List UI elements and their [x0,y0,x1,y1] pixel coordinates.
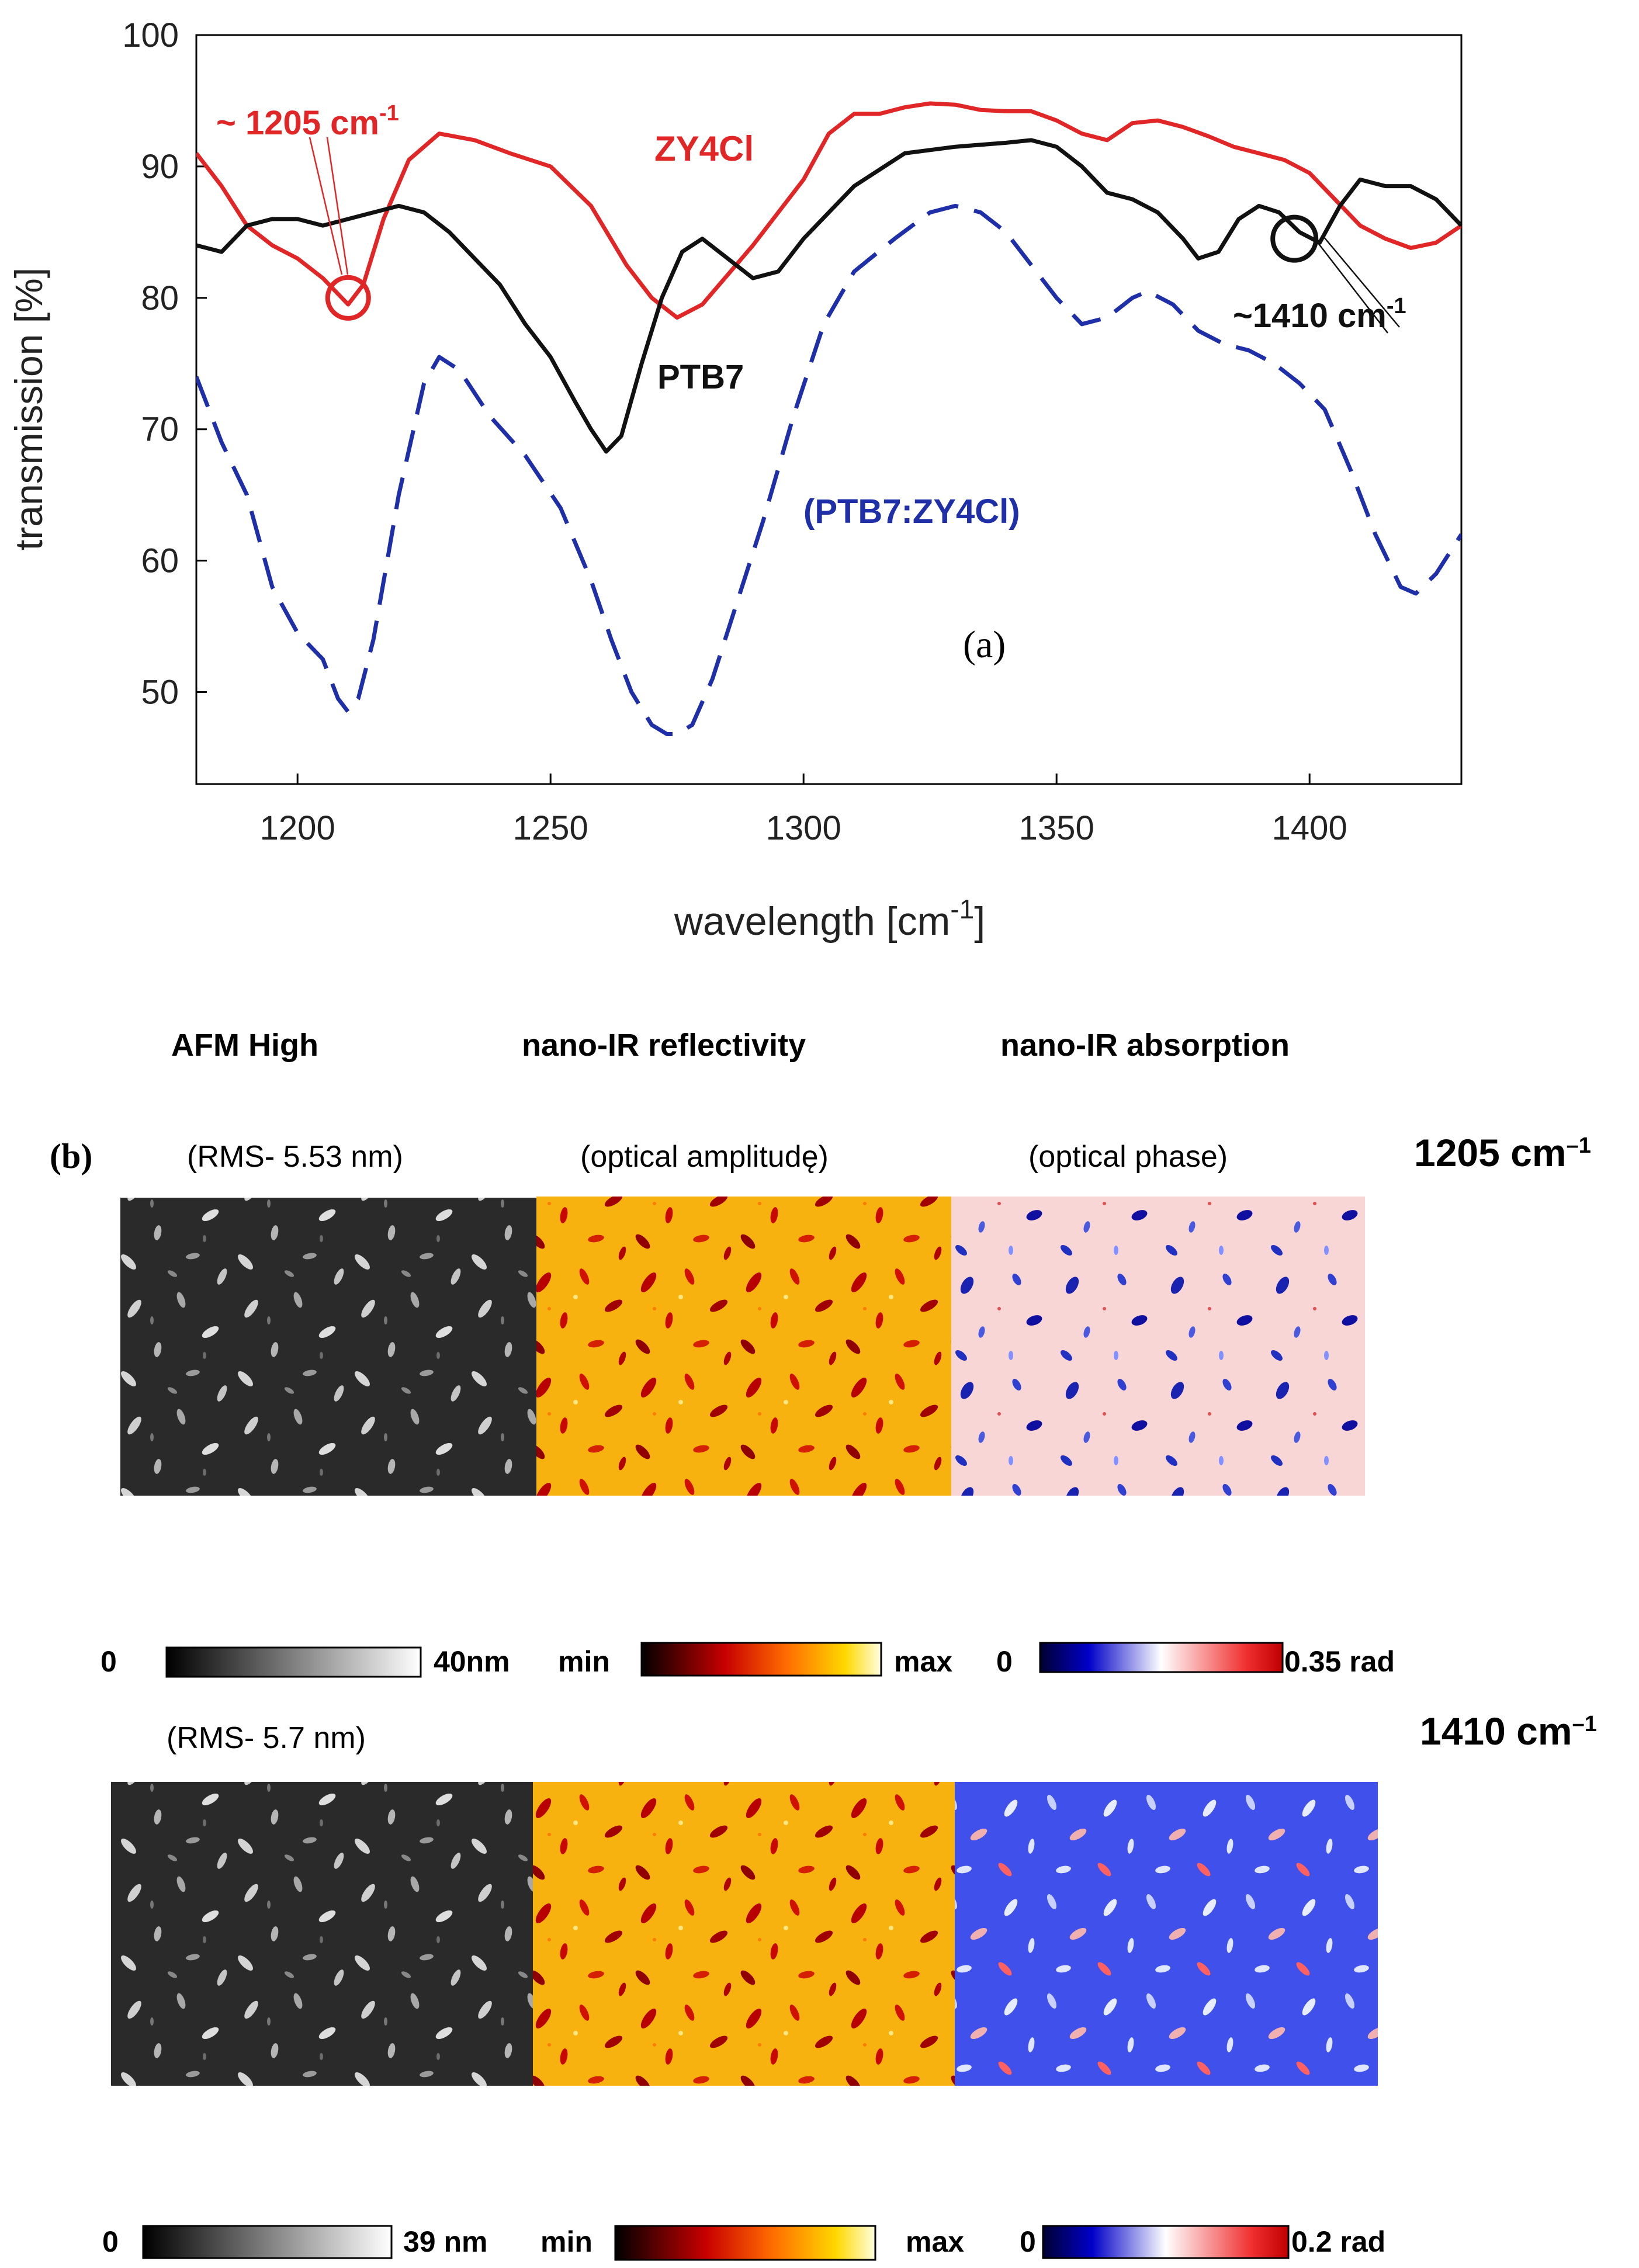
column-header-reflectivity: nano-IR reflectivity [522,1028,806,1063]
colorbar-phase-1205 [1039,1642,1284,1673]
afm-image-1205 [120,1198,536,1496]
colorbar-phase-max-1205: 0.35 rad [1284,1645,1395,1678]
colorbar-phase-1410 [1042,2225,1290,2259]
annotation-arrow-1205b [326,137,349,275]
annotation-arrow-1410b [1323,236,1400,328]
x-tick-label: 1200 [260,809,335,847]
colorbar-amp-min-1205: min [558,1645,610,1678]
series-line-ptb7-zy4cl [196,203,1461,736]
colorbar-afm-max-1205: 40nm [434,1645,510,1678]
plot-frame [195,34,1463,785]
series-line-ptb7 [196,138,1461,454]
rms-label-1410: (RMS- 5.7 nm) [167,1721,366,1755]
y-axis-ticks: 50 60 70 80 90 100 [122,16,207,712]
annotation-1205: ~ 1205 cm-1 [216,101,399,142]
panel-label-a: (a) [963,623,1006,666]
annotation-arrow-1205 [309,137,343,275]
amplitude-label: (optical amplitudę) [580,1140,829,1174]
colorbar-amplitude-1205 [640,1642,882,1677]
annotation-circle-1410 [1270,214,1319,263]
phase-image-1205 [951,1197,1365,1496]
phase-image-1410 [955,1782,1378,2086]
y-axis-title: transmission [%] [7,268,50,550]
y-tick-label: 70 [141,411,179,449]
annotation-arrow-1410 [1317,242,1388,334]
y-tick-label: 90 [141,148,179,186]
amplitude-image-1205 [536,1197,951,1496]
x-axis-title: wavelength [cm-1] [674,894,985,944]
colorbar-afm-min-1410: 0 [102,2225,119,2258]
y-tick-label: 50 [141,674,179,712]
wavenumber-1205: 1205 cm–1 [1414,1131,1591,1174]
colorbar-phase-min-1410: 0 [1020,2225,1036,2258]
rms-label-1205: (RMS- 5.53 nm) [187,1140,403,1174]
panel-label-b: (b) [50,1137,93,1175]
colorbar-amp-max-1410: max [906,2225,965,2258]
x-axis-ticks: 1200 1250 1300 1350 1400 [260,774,1347,847]
colorbar-amp-max-1205: max [894,1645,953,1678]
label-ptb7-zy4cl: (PTB7:ZY4Cl) [803,493,1020,530]
colorbar-amplitude-1410 [614,2225,876,2261]
wavenumber-1410: 1410 cm–1 [1420,1709,1597,1753]
series-line-zy4cl [196,101,1461,320]
annotation-1410: ~1410 cm-1 [1233,294,1406,335]
x-tick-label: 1300 [766,809,841,847]
colorbar-afm-min-1205: 0 [101,1645,117,1678]
y-tick-label: 100 [122,16,179,54]
label-zy4cl: ZY4Cl [654,129,754,168]
colorbar-phase-max-1410: 0.2 rad [1291,2225,1386,2258]
label-ptb7: PTB7 [657,358,744,396]
colorbar-afm-1205 [165,1646,422,1678]
colorbar-phase-min-1205: 0 [996,1645,1013,1678]
x-tick-label: 1350 [1019,809,1094,847]
annotation-circle-1205 [325,275,371,321]
amplitude-image-1410 [533,1782,955,2086]
colorbar-afm-max-1410: 39 nm [403,2225,488,2258]
colorbar-amp-min-1410: min [540,2225,592,2258]
column-header-absorption: nano-IR absorption [1000,1028,1290,1063]
y-tick-label: 60 [141,542,179,580]
column-header-afm: AFM High [171,1028,318,1063]
x-tick-label: 1400 [1272,809,1347,847]
x-tick-label: 1250 [513,809,588,847]
y-tick-label: 80 [141,279,179,317]
colorbar-afm-1410 [142,2225,393,2259]
phase-label: (optical phase) [1028,1140,1228,1174]
afm-image-1410 [111,1782,533,2086]
